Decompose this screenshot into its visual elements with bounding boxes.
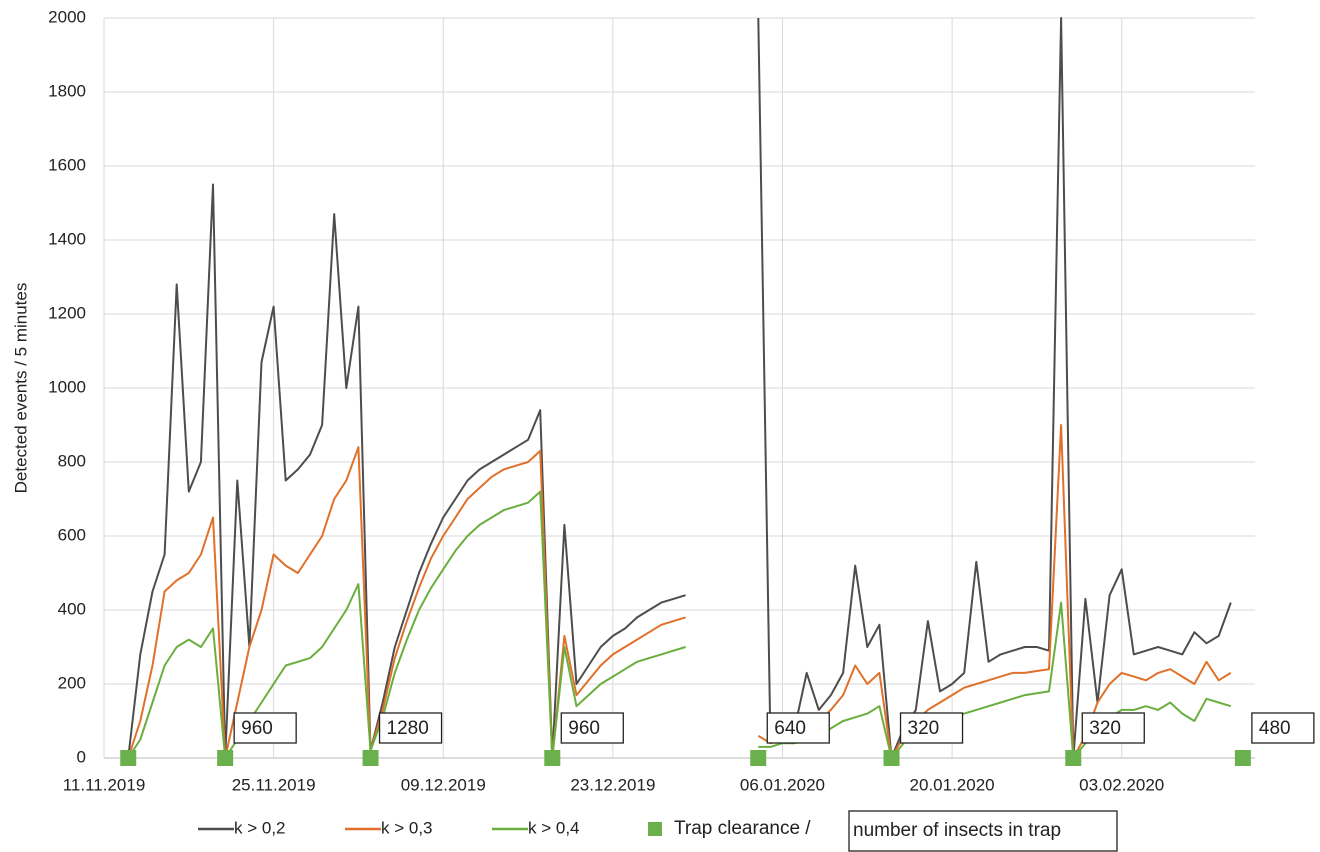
legend-label: k > 0,2	[234, 818, 286, 837]
x-tick-label: 23.12.2019	[570, 775, 655, 794]
y-tick-label: 800	[58, 451, 86, 470]
label-box	[766, 712, 830, 744]
clearance-marker	[1234, 750, 1251, 766]
clearance-marker	[362, 750, 379, 766]
label-box	[560, 712, 624, 744]
clearance-marker	[120, 750, 137, 766]
x-tick-label: 11.11.2019	[63, 775, 146, 794]
series-line	[127, 424, 1232, 759]
legend-label: Trap clearance /	[674, 818, 811, 839]
legend-label: k > 0,4	[528, 818, 580, 837]
clearance-marker	[883, 750, 900, 766]
y-tick-label: 400	[58, 599, 86, 618]
series-line	[127, 490, 1232, 759]
x-tick-label: 25.11.2019	[232, 775, 316, 794]
clearance-label: 480	[1259, 718, 1291, 739]
clearance-label: 960	[241, 718, 273, 739]
label-box	[899, 712, 964, 744]
legend-box	[848, 810, 1118, 852]
y-tick-label: 1000	[48, 377, 86, 396]
x-tick-label: 06.01.2020	[740, 775, 825, 794]
clearance-marker	[217, 750, 234, 766]
label-box	[378, 712, 443, 744]
legend-swatch	[648, 822, 662, 836]
label-box	[233, 712, 297, 744]
clearance-label: 640	[774, 718, 806, 739]
clearance-marker	[750, 750, 767, 766]
clearance-label: 320	[908, 718, 940, 739]
y-tick-label: 1200	[48, 303, 86, 322]
label-box	[1081, 712, 1145, 744]
clearance-marker	[544, 750, 561, 766]
legend-label: k > 0,3	[381, 818, 433, 837]
y-tick-label: 600	[58, 525, 86, 544]
clearance-marker	[1065, 750, 1082, 766]
x-tick-label: 09.12.2019	[401, 775, 486, 794]
series-line	[127, 17, 1232, 759]
y-tick-label: 1800	[48, 81, 86, 100]
y-tick-label: 0	[77, 747, 86, 766]
y-tick-label: 1600	[48, 155, 86, 174]
legend-label: number of insects in trap	[853, 820, 1061, 841]
clearance-label: 960	[568, 718, 600, 739]
clearance-label: 320	[1089, 718, 1121, 739]
label-box	[1251, 712, 1315, 744]
clearance-label: 1280	[387, 718, 429, 739]
y-tick-label: 2000	[48, 7, 86, 26]
y-tick-label: 200	[58, 673, 86, 692]
x-tick-label: 20.01.2020	[910, 775, 995, 794]
x-tick-label: 03.02.2020	[1079, 775, 1164, 794]
y-axis-label: Detected events / 5 minutes	[11, 283, 30, 494]
y-tick-label: 1400	[48, 229, 86, 248]
